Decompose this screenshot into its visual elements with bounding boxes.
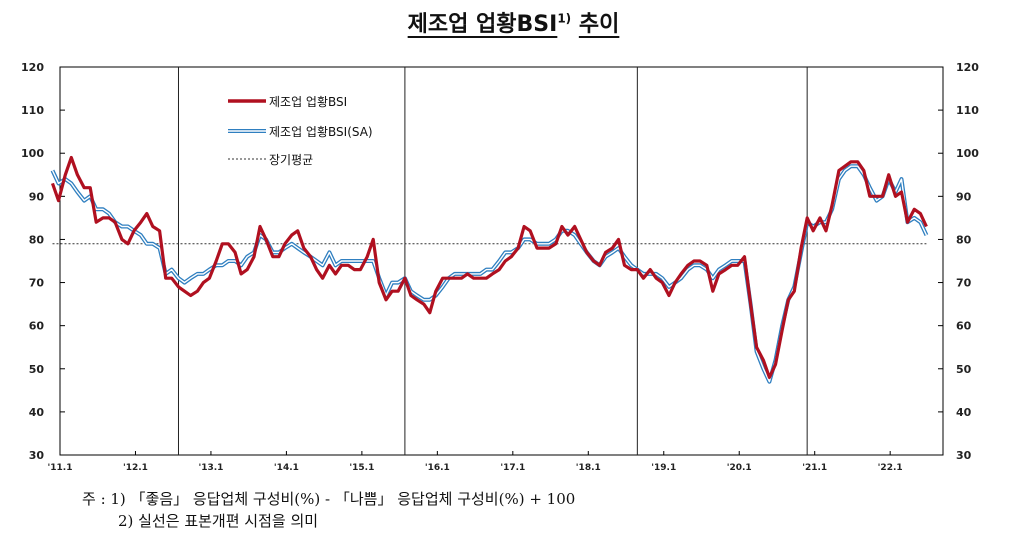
x-tick-label: '20.1 xyxy=(727,463,752,473)
y-tick-label-right: 50 xyxy=(956,363,972,376)
y-tick-label-left: 50 xyxy=(29,363,45,376)
x-tick-label: '16.1 xyxy=(425,463,450,473)
y-tick-label-right: 60 xyxy=(956,320,972,333)
legend-label: 제조업 업황BSI xyxy=(269,95,347,109)
y-tick-label-right: 30 xyxy=(956,449,972,462)
x-tick-label: '11.1 xyxy=(48,463,73,473)
x-tick-label: '17.1 xyxy=(500,463,525,473)
y-tick-label-left: 80 xyxy=(29,233,45,246)
x-tick-label: '15.1 xyxy=(349,463,374,473)
x-tick-label: '18.1 xyxy=(576,463,601,473)
chart-title-footnote-mark: 1) xyxy=(557,11,572,26)
x-tick-label: '13.1 xyxy=(198,463,223,473)
y-tick-label-right: 100 xyxy=(956,147,979,160)
x-tick-label: '21.1 xyxy=(802,463,827,473)
series-bsi xyxy=(50,155,928,379)
y-tick-label-left: 70 xyxy=(29,277,45,290)
y-tick-label-left: 90 xyxy=(29,190,45,203)
y-tick-label-right: 70 xyxy=(956,277,972,290)
y-tick-label-right: 90 xyxy=(956,190,972,203)
y-tick-label-right: 120 xyxy=(956,61,979,74)
y-tick-label-left: 110 xyxy=(21,104,44,117)
y-tick-label-left: 30 xyxy=(29,449,45,462)
plot-frame xyxy=(59,66,944,456)
legend-label: 제조업 업황BSI(SA) xyxy=(269,125,373,139)
bsi-line-chart: 120 120 110 110 100 100 90 90 80 80 70 70 60 60 50 50 40… xyxy=(21,61,979,473)
y-tick-label-right: 110 xyxy=(956,104,979,117)
legend-label: 장기평균 xyxy=(269,153,313,167)
chart-title-suffix: 추이 xyxy=(578,12,620,37)
footnotes: 주 : 1) 「좋음」 응답업체 구성비(%) - 「나쁨」 응답업체 구성비(… xyxy=(82,488,575,532)
y-tick-label-left: 60 xyxy=(29,320,45,333)
x-tick-label: '12.1 xyxy=(123,463,148,473)
y-tick-label-left: 100 xyxy=(21,147,44,160)
series-bsi-sa-outline xyxy=(50,164,929,384)
x-tick-label: '19.1 xyxy=(651,463,676,473)
y-tick-label-right: 80 xyxy=(956,233,972,246)
x-tick-label: '22.1 xyxy=(878,463,903,473)
y-tick-label-left: 120 xyxy=(21,61,44,74)
chart-title-main: 제조업 업황BSI xyxy=(407,12,558,37)
y-tick-label-left: 40 xyxy=(29,406,45,419)
chart-title: 제조업 업황BSI1) 추이 xyxy=(0,6,1027,38)
footnote-2: 2) 실선은 표본개편 시점을 의미 xyxy=(118,512,319,530)
y-tick-label-right: 40 xyxy=(956,406,972,419)
footnote-1: 주 : 1) 「좋음」 응답업체 구성비(%) - 「나쁨」 응답업체 구성비(… xyxy=(82,490,576,508)
x-tick-label: '14.1 xyxy=(274,463,299,473)
